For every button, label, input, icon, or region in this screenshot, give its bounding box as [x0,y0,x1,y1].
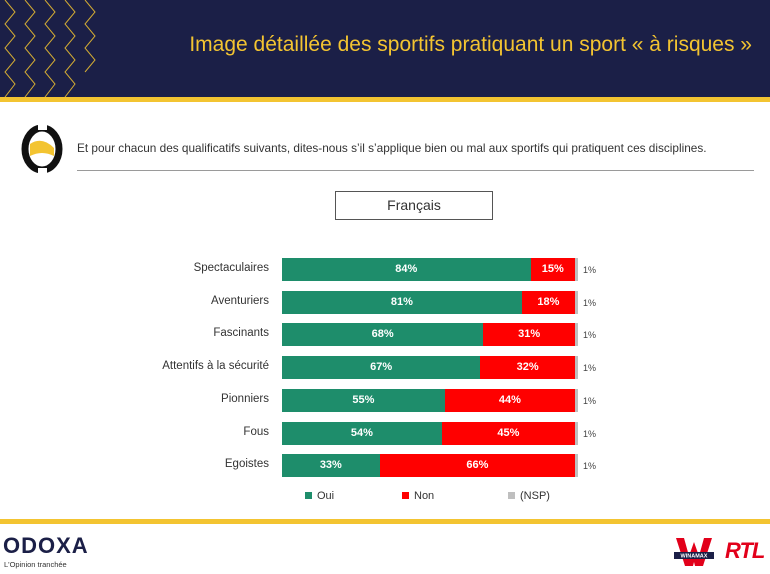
nsp-data-label: 1% [583,428,597,439]
bar-non: 31% [483,323,576,347]
footer-divider [0,519,770,524]
category-label: Pionniers [221,392,269,405]
bar-nsp [575,290,578,314]
odoxa-tagline: L'Opinion tranchée [4,560,67,569]
bar-oui: 81% [282,290,522,314]
bar-nsp [575,258,578,281]
header-banner: Image détaillée des sportifs pratiquant … [0,0,770,97]
bar-nsp [575,323,578,347]
bar-nsp [575,421,578,445]
bar-oui: 67% [282,356,481,380]
nsp-data-label: 1% [583,395,597,406]
bar-nsp [575,454,578,478]
bar-non: 44% [444,388,576,412]
legend-label-oui: Oui [317,490,335,502]
legend-label-non: Non [414,490,435,502]
bar-oui: 84% [282,258,531,281]
bar-nsp [575,388,578,412]
nsp-data-label: 1% [583,265,597,275]
legend-swatch-non [402,492,409,499]
question-underline [77,170,754,171]
segment-label: Français [335,191,493,220]
legend-item-non: Non [402,490,434,502]
nsp-data-label: 1% [583,363,597,374]
nsp-data-label: 1% [583,330,597,341]
category-label: Aventuriers [211,294,269,307]
bar-oui: 33% [282,454,380,478]
question-text: Et pour chacun des qualificatifs suivant… [77,141,707,155]
category-label: Fascinants [213,327,269,340]
category-label: Attentifs à la sécurité [162,360,269,373]
header-pattern-graphic [4,0,96,97]
bar-non: 15% [530,258,576,281]
category-label: Fous [243,425,269,438]
bar-oui: 54% [282,421,442,445]
legend-label-nsp: (NSP) [520,490,550,502]
bar-nsp [575,356,578,380]
category-label: Spectaculaires [193,262,269,274]
rtl-logo: RTL [725,538,765,563]
bar-non: 32% [480,356,576,380]
legend-swatch-oui [305,492,312,499]
nsp-data-label: 1% [583,461,597,472]
winamax-logo: WINAMAX [674,538,714,566]
bar-oui: 55% [282,388,445,412]
legend-swatch-nsp [508,492,515,499]
nsp-data-label: 1% [583,297,597,308]
bar-oui: 68% [282,323,484,347]
odoxa-logo-text: ODOXA [3,533,89,558]
bar-non: 45% [441,421,576,445]
page-title: Image détaillée des sportifs pratiquant … [189,33,752,56]
category-label: Egoistes [224,458,269,471]
bar-non: 66% [379,454,576,478]
legend-item-nsp: (NSP) [508,490,550,502]
header-divider [0,97,770,102]
winamax-logo-text: WINAMAX [681,554,708,560]
bar-non: 18% [521,290,576,314]
legend-item-oui: Oui [305,490,334,502]
odoxa-o-icon [21,124,63,174]
